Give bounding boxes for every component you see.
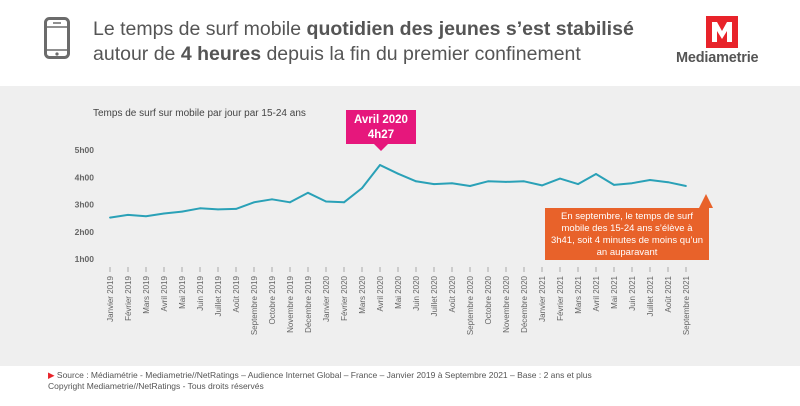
headline-part-2: autour de bbox=[93, 43, 181, 65]
x-tick-label: Janvier 2019 bbox=[106, 275, 115, 321]
data-point bbox=[415, 180, 417, 183]
data-point bbox=[613, 183, 615, 186]
x-tick-label: Septembre 2020 bbox=[466, 275, 475, 335]
data-point bbox=[487, 180, 489, 183]
mediametrie-logo-icon bbox=[706, 16, 738, 48]
data-point bbox=[451, 182, 453, 185]
data-point bbox=[181, 210, 183, 213]
headline-bold-1: quotidien des jeunes s’est stabilisé bbox=[306, 18, 634, 40]
data-point bbox=[145, 215, 147, 218]
data-point bbox=[343, 201, 345, 204]
series-layer bbox=[109, 164, 687, 219]
data-point bbox=[631, 182, 633, 185]
peak-callout-title: Avril 2020 bbox=[354, 114, 408, 126]
x-tick-label: Mars 2020 bbox=[358, 275, 367, 313]
x-tick-label: Mai 2020 bbox=[394, 275, 403, 308]
x-tick-label: Novembre 2019 bbox=[286, 275, 295, 332]
data-point bbox=[397, 172, 399, 175]
x-tick-label: Février 2019 bbox=[124, 275, 133, 320]
data-point bbox=[163, 212, 165, 215]
headline-bold-2: 4 heures bbox=[180, 43, 262, 65]
data-point bbox=[505, 180, 507, 183]
x-tick-label: Décembre 2019 bbox=[304, 275, 313, 332]
x-axis: Janvier 2019 Février 2019 Mars 2019 Avril 2… bbox=[106, 267, 691, 335]
headline-part-1: Le temps de surf mobile bbox=[93, 18, 307, 40]
x-tick-label: Février 2020 bbox=[340, 275, 349, 320]
data-point bbox=[289, 201, 291, 204]
x-tick-label: Février 2021 bbox=[556, 275, 565, 320]
data-point bbox=[199, 207, 201, 210]
data-point bbox=[127, 213, 129, 216]
source-line-1: Source : Médiamétrie - Mediametrie//NetR… bbox=[54, 370, 592, 380]
x-tick-label: Juillet 2019 bbox=[214, 275, 223, 316]
data-point bbox=[685, 185, 687, 187]
y-tick-label: 5h00 bbox=[75, 145, 95, 155]
data-point bbox=[379, 164, 381, 166]
chart-title: Temps de surf sur mobile par jour par 15… bbox=[93, 108, 306, 119]
data-point bbox=[307, 191, 309, 194]
data-point bbox=[271, 198, 273, 201]
y-tick-label: 2h00 bbox=[75, 227, 95, 237]
data-point bbox=[469, 185, 471, 187]
x-tick-label: Avril 2020 bbox=[376, 275, 385, 311]
data-point bbox=[361, 187, 363, 190]
x-tick-label: Août 2019 bbox=[232, 275, 241, 312]
x-tick-label: Juillet 2021 bbox=[646, 275, 655, 316]
data-point bbox=[649, 179, 651, 181]
x-tick-label: Mai 2021 bbox=[610, 275, 619, 308]
source-marker: ▶ bbox=[48, 370, 55, 380]
data-point bbox=[577, 183, 579, 185]
data-point bbox=[253, 201, 255, 204]
data-point bbox=[433, 183, 435, 185]
data-point bbox=[559, 177, 561, 180]
x-tick-label: Juillet 2020 bbox=[430, 275, 439, 316]
y-tick-label: 4h00 bbox=[75, 172, 95, 182]
data-point bbox=[523, 180, 525, 183]
data-point bbox=[217, 208, 219, 211]
header: Le temps de surf mobile quotidien des je… bbox=[0, 0, 800, 86]
peak-callout: Avril 2020 4h27 bbox=[346, 110, 416, 144]
peak-callout-value: 4h27 bbox=[367, 129, 395, 141]
x-tick-label: Août 2020 bbox=[448, 275, 457, 312]
data-point bbox=[235, 207, 237, 210]
x-tick-label: Juin 2019 bbox=[196, 275, 205, 310]
data-point bbox=[325, 200, 327, 203]
data-point bbox=[667, 181, 669, 184]
x-tick-label: Octobre 2019 bbox=[268, 275, 277, 324]
brand-name: Mediametrie bbox=[676, 50, 759, 66]
source-note: ▶ Source : Médiamétrie - Mediametrie//Ne… bbox=[48, 370, 592, 392]
y-tick-label: 3h00 bbox=[75, 200, 95, 210]
headline: Le temps de surf mobile quotidien des je… bbox=[93, 17, 663, 67]
x-tick-label: Mai 2019 bbox=[178, 275, 187, 308]
x-tick-label: Septembre 2019 bbox=[250, 275, 259, 335]
headline-part-3: depuis la fin du premier confinement bbox=[261, 43, 581, 65]
smartphone-icon bbox=[44, 17, 70, 59]
x-tick-label: Mars 2019 bbox=[142, 275, 151, 313]
x-tick-label: Juin 2020 bbox=[412, 275, 421, 310]
x-tick-label: Janvier 2021 bbox=[538, 275, 547, 321]
x-tick-label: Septembre 2021 bbox=[682, 275, 691, 335]
x-tick-label: Janvier 2020 bbox=[322, 275, 331, 321]
source-line-2: Copyright Mediametrie//NetRatings - Tous… bbox=[48, 381, 264, 391]
y-tick-label: 1h00 bbox=[75, 254, 95, 264]
peak-callout-pointer bbox=[374, 144, 388, 151]
x-tick-label: Octobre 2020 bbox=[484, 275, 493, 324]
data-point bbox=[595, 173, 597, 175]
september-callout: En septembre, le temps de surf mobile de… bbox=[545, 208, 709, 260]
x-tick-label: Août 2021 bbox=[664, 275, 673, 312]
x-tick-label: Décembre 2020 bbox=[520, 275, 529, 332]
september-callout-pointer bbox=[699, 194, 713, 208]
data-point bbox=[109, 216, 111, 219]
x-tick-label: Avril 2021 bbox=[592, 275, 601, 311]
x-tick-label: Mars 2021 bbox=[574, 275, 583, 313]
x-tick-label: Juin 2021 bbox=[628, 275, 637, 310]
data-point bbox=[541, 184, 543, 187]
y-axis: 1h00 2h00 3h00 4h00 5h00 bbox=[75, 145, 95, 264]
x-tick-label: Novembre 2020 bbox=[502, 275, 511, 332]
x-tick-label: Avril 2019 bbox=[160, 275, 169, 311]
